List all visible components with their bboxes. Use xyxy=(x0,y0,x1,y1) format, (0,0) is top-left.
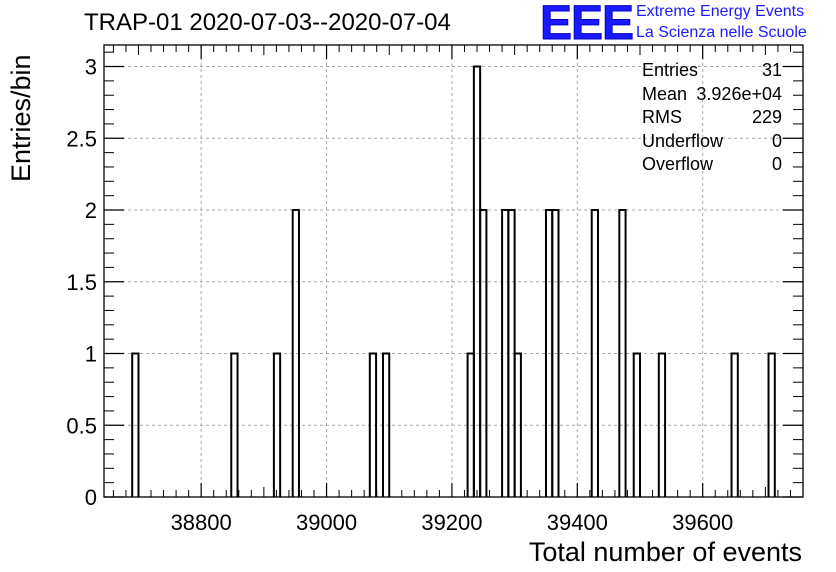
stat-row-underflow: Underflow 0 xyxy=(642,131,782,155)
y-tick-label: 1.5 xyxy=(66,270,97,295)
plot-frame xyxy=(103,44,804,498)
x-tick-label: 39600 xyxy=(672,510,733,535)
x-tick-label: 39400 xyxy=(547,510,608,535)
histogram-bin xyxy=(618,209,627,497)
histogram-bin xyxy=(368,352,378,497)
y-tick-label: 0 xyxy=(85,485,97,510)
histogram-bin xyxy=(479,209,488,497)
y-tick-label: 1 xyxy=(85,342,97,367)
stat-value: 0 xyxy=(771,130,782,151)
histogram-bin xyxy=(590,209,600,497)
x-tick-label: 38800 xyxy=(171,510,232,535)
stat-row-mean: Mean 3.926e+04 xyxy=(642,84,782,108)
histogram-bin xyxy=(131,352,140,497)
histogram-bin xyxy=(730,352,739,497)
stats-box: Entries 31 Mean 3.926e+04 RMS 229 Underf… xyxy=(642,60,782,178)
histogram-bin xyxy=(381,352,391,497)
stat-name: Entries xyxy=(642,60,699,80)
stat-value: 229 xyxy=(751,107,782,127)
stat-value: 0 xyxy=(771,154,782,174)
y-axis-label: Entries/bin xyxy=(6,54,36,182)
histogram-bin xyxy=(230,352,239,497)
x-tick-label: 39200 xyxy=(421,510,482,535)
histogram-bin xyxy=(767,352,776,497)
histogram-bin xyxy=(513,352,522,497)
y-tick-label: 3 xyxy=(85,55,97,80)
chart-title: TRAP-01 2020-07-03--2020-07-04 xyxy=(84,9,451,36)
y-tick-label: 2 xyxy=(85,198,97,223)
stat-name: Underflow xyxy=(642,130,724,151)
logo-line-2: La Scienza nelle Scuole xyxy=(636,24,807,41)
stat-row-rms: RMS 229 xyxy=(642,107,782,131)
stat-row-entries: Entries 31 xyxy=(642,60,782,84)
logo-line-1: Extreme Energy Events xyxy=(636,3,805,20)
histogram-bin xyxy=(632,352,642,497)
y-tick-label: 0.5 xyxy=(66,413,97,438)
stat-row-overflow: Overflow 0 xyxy=(642,154,782,178)
stat-value: 31 xyxy=(761,60,782,80)
histogram-bin xyxy=(657,352,667,497)
y-tick-label: 2.5 xyxy=(66,126,97,151)
histogram-bin xyxy=(272,352,282,497)
x-axis-label: Total number of events xyxy=(528,537,802,567)
x-tick-label: 39000 xyxy=(296,510,357,535)
stat-value: 3.926e+04 xyxy=(696,83,782,104)
stat-name: Mean xyxy=(642,83,688,104)
histogram-bin xyxy=(551,209,560,497)
stat-name: RMS xyxy=(642,107,682,127)
eee-logo-mark: EEE xyxy=(539,0,634,50)
stat-name: Overflow xyxy=(642,154,714,174)
histogram-bin xyxy=(291,209,300,497)
